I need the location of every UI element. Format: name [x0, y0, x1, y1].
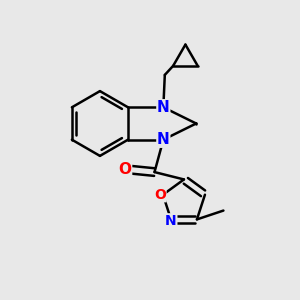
- Text: O: O: [154, 188, 166, 202]
- Text: N: N: [157, 132, 170, 147]
- Text: O: O: [118, 162, 132, 177]
- Text: N: N: [165, 214, 177, 228]
- Text: N: N: [157, 100, 170, 115]
